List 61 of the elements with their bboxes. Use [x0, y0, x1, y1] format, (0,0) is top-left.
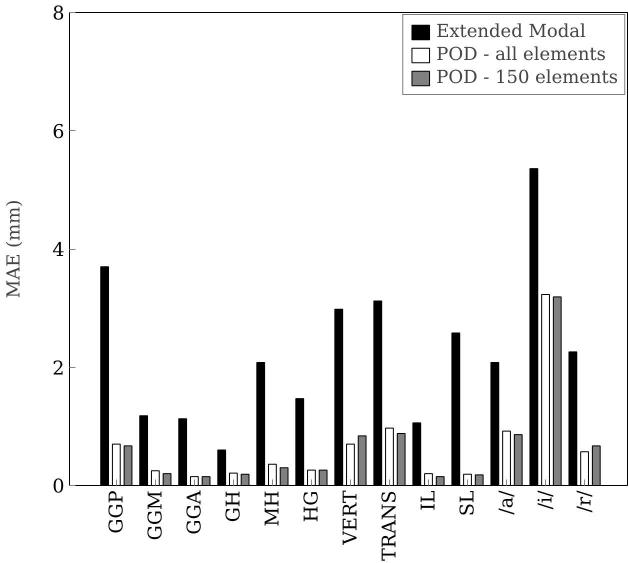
bar [178, 418, 188, 486]
bar [396, 432, 406, 486]
bar [280, 467, 289, 486]
x-tick-label: TRANS [378, 490, 400, 561]
bar [412, 422, 422, 486]
x-tick-label: /a/ [496, 490, 518, 515]
bar [150, 470, 160, 486]
bar [100, 266, 110, 486]
y-tick-label: 0 [52, 476, 65, 498]
bar [268, 464, 277, 486]
x-tick-label: /i/ [534, 490, 557, 510]
bar [256, 362, 266, 486]
bar [541, 294, 550, 486]
bar [529, 168, 538, 486]
bar [451, 332, 460, 486]
x-tick-label: SL [456, 490, 479, 516]
y-tick-label: 6 [52, 120, 65, 143]
y-tick-label: 8 [52, 2, 65, 24]
bar [463, 474, 472, 486]
y-axis-title: MAE (mm) [3, 200, 24, 298]
bar [240, 474, 250, 486]
x-tick-label: HG [300, 490, 322, 522]
bar [346, 444, 355, 486]
x-tick-label: GGP [105, 490, 128, 534]
y-tick-label: 2 [52, 357, 65, 380]
y-tick-label: 4 [52, 239, 65, 261]
bar [592, 445, 601, 486]
bar [190, 476, 199, 486]
bar [502, 430, 511, 486]
x-tick-label: GGA [183, 490, 206, 535]
x-tick-label: /r/ [574, 490, 596, 512]
bar [358, 435, 367, 486]
bar [124, 445, 132, 486]
bar [424, 473, 433, 486]
x-tick-label: IL [417, 490, 440, 511]
legend-label: Extended Modal [436, 21, 586, 42]
bar [139, 415, 148, 486]
bar [202, 476, 210, 486]
bar [514, 434, 523, 486]
bar [373, 300, 382, 486]
bar [334, 308, 344, 486]
x-tick-label: VERT [339, 490, 362, 546]
bar [385, 428, 394, 486]
bar [552, 296, 562, 486]
x-tick-label: MH [261, 490, 284, 527]
bar [490, 362, 500, 486]
bar [217, 450, 226, 486]
legend-label: POD - 150 elements [436, 67, 618, 88]
bar [568, 351, 578, 486]
bar [112, 444, 121, 486]
legend-label: POD - all elements [436, 44, 606, 65]
bar [318, 470, 328, 486]
bar [295, 398, 304, 486]
x-tick-label: GGM [144, 490, 166, 540]
bar [474, 474, 484, 486]
bar [436, 476, 445, 486]
bar [580, 451, 589, 486]
bar [228, 472, 238, 486]
x-tick-label: GH [222, 490, 244, 522]
bar [307, 470, 316, 486]
bar [162, 473, 172, 486]
